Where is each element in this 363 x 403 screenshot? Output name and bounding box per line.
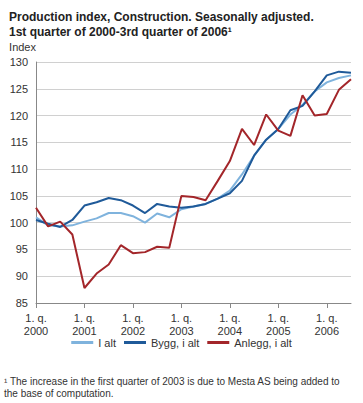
svg-text:1st quarter of 2000-3rd quarte: 1st quarter of 2000-3rd quarter of 2006¹ (9, 25, 232, 39)
svg-text:2002: 2002 (121, 325, 145, 337)
svg-text:1. q.: 1. q. (219, 312, 240, 324)
svg-text:1. q.: 1. q. (74, 312, 95, 324)
svg-text:I alt: I alt (98, 337, 116, 349)
svg-text:Index: Index (9, 41, 36, 53)
svg-text:105: 105 (10, 190, 28, 202)
svg-text:Anlegg, i alt: Anlegg, i alt (234, 337, 291, 349)
svg-text:the base of computation.: the base of computation. (4, 388, 114, 399)
svg-text:95: 95 (16, 243, 28, 255)
svg-text:1. q.: 1. q. (122, 312, 143, 324)
svg-text:130: 130 (10, 56, 28, 68)
svg-text:1. q.: 1. q. (268, 312, 289, 324)
svg-text:2006: 2006 (315, 325, 339, 337)
svg-text:2003: 2003 (169, 325, 193, 337)
svg-text:125: 125 (10, 83, 28, 95)
svg-text:¹ The increase in the first qu: ¹ The increase in the first quarter of 2… (4, 376, 342, 387)
svg-text:1. q.: 1. q. (316, 312, 337, 324)
svg-text:Bygg, i alt: Bygg, i alt (151, 337, 199, 349)
svg-text:Production index, Construction: Production index, Construction. Seasonal… (9, 10, 314, 24)
svg-text:100: 100 (10, 217, 28, 229)
svg-text:2001: 2001 (72, 325, 96, 337)
svg-text:2004: 2004 (218, 325, 242, 337)
svg-text:2000: 2000 (24, 325, 48, 337)
svg-text:2005: 2005 (266, 325, 290, 337)
svg-text:1. q.: 1. q. (171, 312, 192, 324)
svg-text:120: 120 (10, 110, 28, 122)
svg-text:90: 90 (16, 270, 28, 282)
svg-text:85: 85 (16, 297, 28, 309)
svg-text:110: 110 (10, 163, 28, 175)
svg-text:115: 115 (10, 136, 28, 148)
svg-text:1. q.: 1. q. (25, 312, 46, 324)
